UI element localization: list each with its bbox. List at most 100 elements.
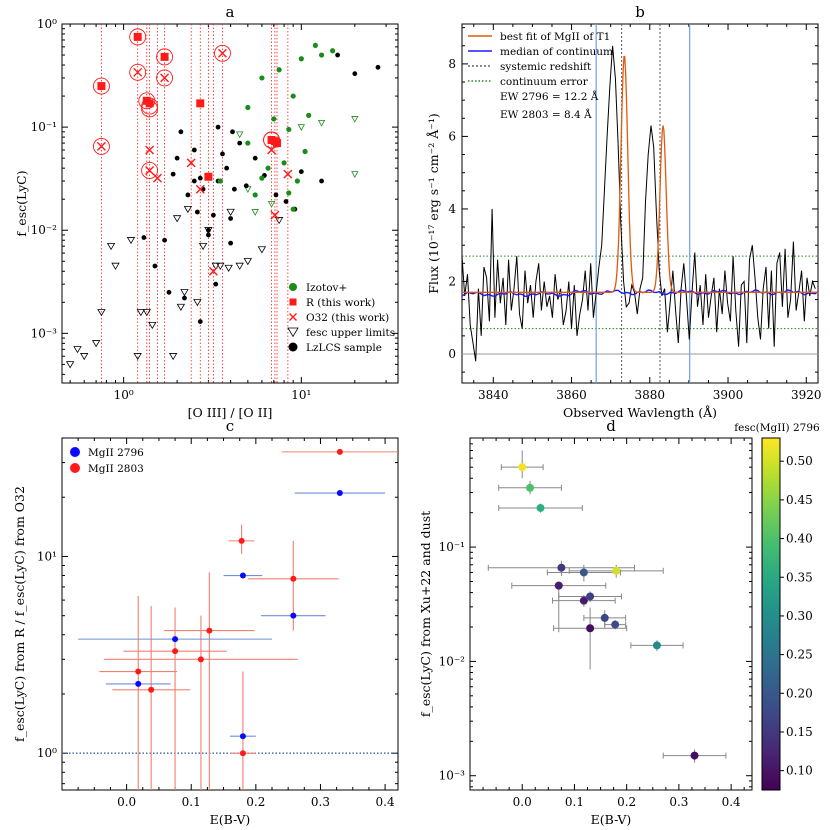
legend-label: Izotov+ — [306, 282, 347, 294]
colorbar — [761, 437, 781, 791]
lzlcs-point — [194, 209, 200, 215]
x-tick-label: 0.4 — [722, 795, 741, 809]
y-axis-label: f_esc(LyC) — [14, 170, 29, 236]
point-2796 — [239, 733, 246, 740]
lzlcs-point — [170, 171, 176, 177]
y-tick-label: 8 — [448, 57, 456, 71]
izotov-point — [302, 148, 308, 155]
y-axis-label: f_esc(LyC) from R / f_esc(LyC) from O32 — [12, 486, 27, 742]
legend-label: systemic redshift — [500, 61, 592, 73]
colored-point — [557, 563, 566, 572]
izotov-point — [271, 116, 277, 122]
lzlcs-point — [197, 175, 203, 181]
legend-marker-upper — [287, 327, 299, 338]
lzlcs-point — [191, 147, 197, 153]
izotov-point — [259, 175, 265, 181]
legend-label: O32 (this work) — [306, 312, 389, 324]
x-tick-label: 0.3 — [311, 795, 330, 809]
y-axis-label: Flux (10⁻¹⁷ erg s⁻¹ cm⁻² Å⁻¹) — [426, 113, 441, 293]
lzlcs-point — [375, 64, 381, 70]
legend-label: LzLCS sample — [306, 342, 382, 354]
upper-limit-marker — [97, 309, 106, 317]
x-tick-label: 0.0 — [513, 795, 532, 809]
izotov-upper-marker — [251, 209, 259, 216]
lzlcs-point — [178, 129, 184, 135]
upper-limit-marker — [243, 258, 253, 266]
lzlcs-point — [141, 235, 147, 240]
upper-limit-marker — [111, 262, 120, 270]
upper-limit-marker — [183, 205, 193, 214]
upper-limit-marker — [65, 361, 75, 369]
o32-point — [152, 173, 162, 183]
panel-title: b — [635, 3, 645, 21]
o32-point — [267, 145, 277, 155]
x-tick-label: 0.2 — [617, 795, 636, 809]
o32-point — [208, 266, 218, 276]
r-point — [160, 52, 169, 61]
point-2796 — [290, 612, 297, 619]
o32-point — [195, 184, 205, 194]
plot-frame — [61, 23, 399, 384]
colored-point — [652, 641, 661, 650]
colorbar-label: fesc(MgII) 2796 — [734, 422, 820, 434]
lzlcs-point — [231, 186, 237, 192]
izotov-point — [330, 48, 336, 54]
lzlcs-point — [162, 237, 167, 243]
colored-point — [526, 483, 535, 492]
colored-point — [518, 463, 527, 472]
izotov-point — [245, 140, 251, 146]
panel-b: b Observed Wavlength (Å) Flux (10⁻¹⁷ erg s… — [426, 3, 822, 420]
y-tick-label: 0 — [448, 347, 456, 361]
o32-point — [160, 73, 170, 83]
colorbar-tick-label: 0.30 — [786, 609, 813, 623]
colorbar-tick-label: 0.50 — [786, 454, 813, 468]
o32-point — [96, 141, 106, 151]
x-tick-label: 0.1 — [565, 795, 584, 809]
colorbar-tick-label: 0.45 — [786, 493, 813, 507]
legend-marker-izotov — [289, 283, 297, 291]
izotov-point — [286, 126, 292, 133]
point-2803 — [238, 537, 245, 544]
ew-annotation: EW 2796 = 12.2 Å — [500, 89, 599, 103]
point-2796 — [336, 490, 343, 497]
colored-point — [690, 751, 699, 760]
lzlcs-point — [298, 169, 304, 175]
lzlcs-point — [252, 155, 258, 161]
point-2803 — [336, 448, 343, 455]
upper-limit-marker — [136, 309, 146, 317]
colored-point — [579, 596, 588, 605]
upper-limit-marker — [133, 353, 142, 361]
x-tick-label: 3880 — [635, 388, 666, 402]
x-tick-label: 0.2 — [246, 795, 265, 809]
y-tick-label: 10⁻² — [31, 223, 58, 237]
upper-limit-marker — [142, 309, 151, 317]
x-tick-label: 3840 — [478, 388, 509, 402]
lzlcs-point — [210, 212, 216, 218]
lzlcs-point — [206, 232, 211, 238]
x-tick-label: 0.4 — [376, 795, 395, 809]
colored-point — [600, 613, 609, 622]
x-tick-label: 3900 — [713, 388, 744, 402]
upper-limit-marker — [168, 353, 178, 361]
colorbar-tick-label: 0.20 — [786, 686, 813, 700]
spectrum-line — [461, 45, 816, 362]
lzlcs-point — [243, 183, 249, 189]
izotov-upper-marker — [351, 116, 359, 123]
o32-point — [133, 67, 143, 77]
colored-point — [611, 620, 620, 629]
izotov-point — [245, 104, 251, 111]
izotov-upper-marker — [297, 124, 305, 131]
upper-limit-marker — [80, 353, 89, 361]
izotov-point — [294, 178, 300, 184]
lzlcs-point — [152, 263, 158, 269]
highlight-circle — [141, 161, 159, 179]
legend-label: R (this work) — [306, 297, 375, 309]
colored-point — [536, 503, 545, 512]
y-tick-label: 4 — [448, 202, 456, 216]
y-tick-label: 10⁰ — [37, 17, 57, 31]
x-tick-label: 0.3 — [669, 795, 688, 809]
highlight-circle — [138, 92, 156, 110]
upper-limit-marker — [224, 264, 233, 272]
lzlcs-point — [197, 319, 203, 325]
colorbar-tick-label: 0.35 — [786, 570, 813, 584]
